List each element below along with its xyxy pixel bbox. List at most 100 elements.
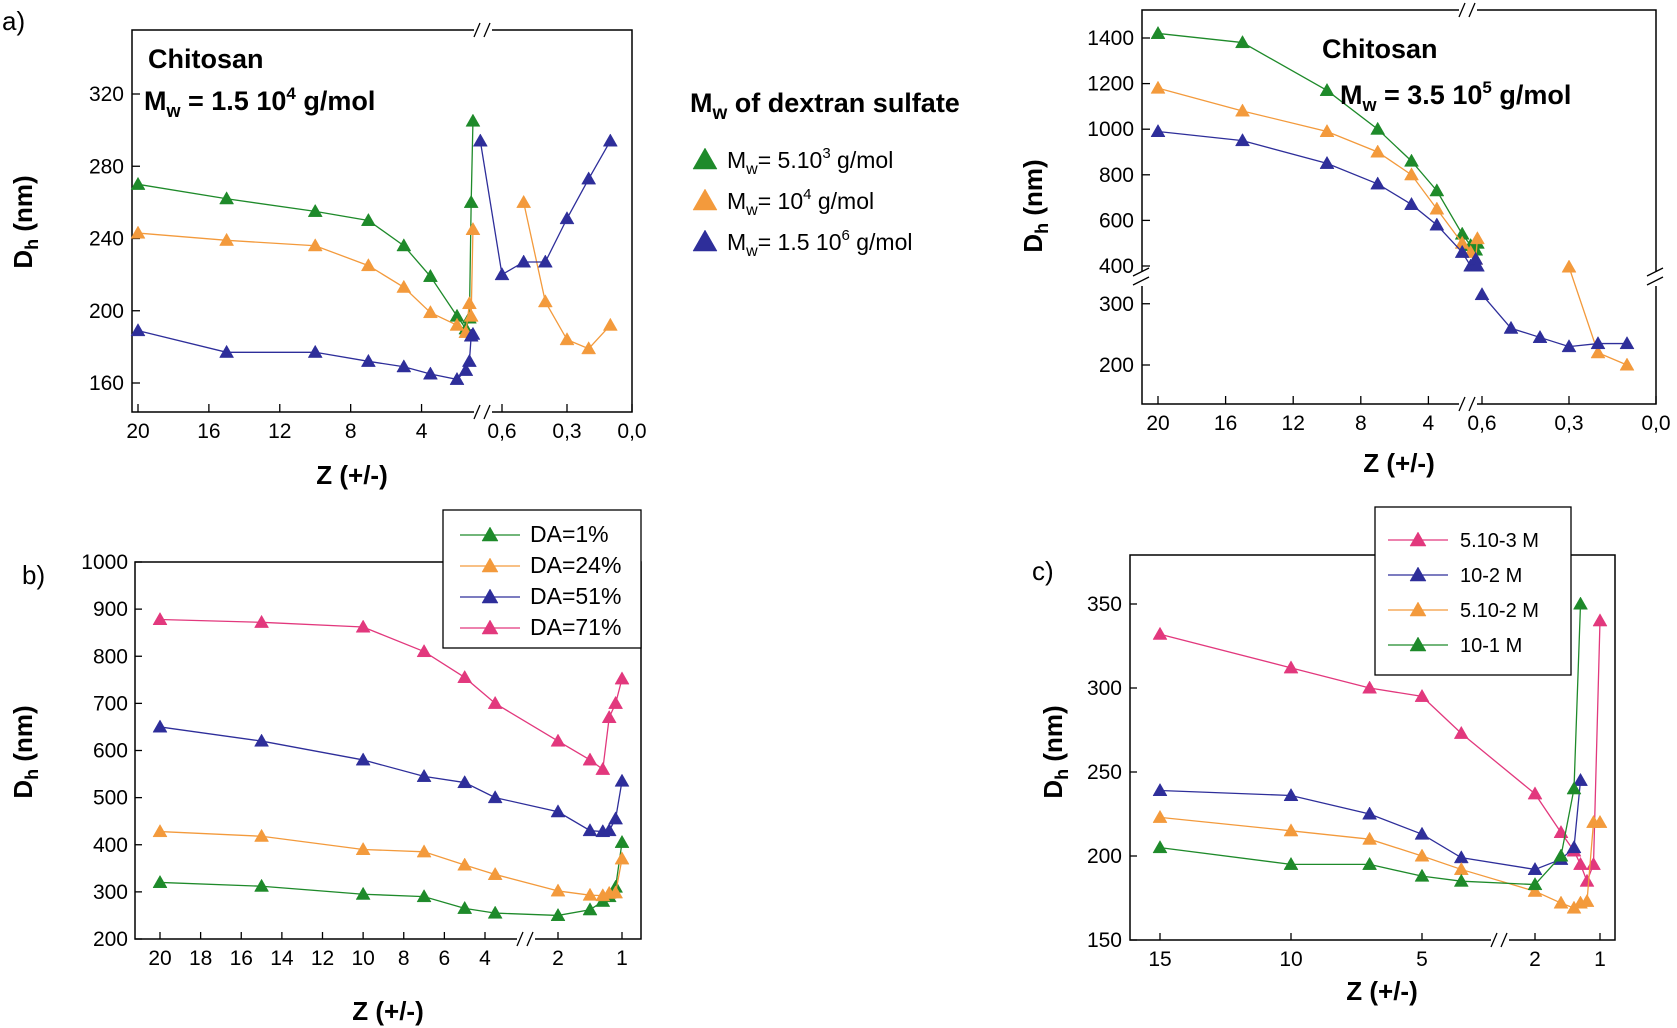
y-tick-label-a1: 160 [89,372,124,395]
data-point-a2 [1404,196,1419,210]
data-point-c [1566,840,1582,854]
data-point-c [1527,786,1543,800]
legend-a-text: g/mol [811,188,874,214]
data-point-c [1453,873,1469,887]
legend-a-text: 3 [822,145,830,162]
data-point-a1 [360,212,376,226]
y-axis-title-a2: Dh (nm) [1018,159,1052,252]
axis-break-a2-top-slash-1 [1458,2,1466,18]
data-point-b [457,900,473,914]
panel-label-b: b) [22,560,45,590]
axis-break-a2-left-slash [1132,267,1150,277]
data-point-b [550,804,566,818]
y-tick-label-c: 300 [1087,677,1122,700]
data-point-c [1283,788,1299,802]
data-point-b [487,695,503,709]
data-point-b [254,614,269,628]
data-point-a1 [307,344,323,358]
data-point-c [1362,680,1378,694]
series-line-a2-right-2 [1481,294,1627,348]
legend-a-text: = 10 [758,188,803,214]
data-point-b [614,671,630,685]
data-point-c [1283,823,1299,837]
data-point-b [608,885,624,899]
axis-break-a2-left-slash [1132,276,1150,286]
legend-box-b [442,509,642,649]
y-tick-label-b: 800 [93,645,128,668]
series-line-a2-1 [1157,87,1479,261]
annotation-chitosan-a1: Chitosan [148,44,264,74]
marks-c [1152,596,1608,914]
annotation-mw-a1: Mw = 1.5 104 g/mol [144,84,375,121]
data-point-a2 [1429,183,1445,197]
data-point-b [550,733,566,747]
x-tick-label-b: 4 [479,947,491,970]
legend-title: Mw of dextran sulfate [690,88,960,124]
data-point-b [582,887,598,901]
legend-c: 5.10-3 M 10-2 M 5.10-2 M 10-1 M [1374,506,1572,676]
legend-c-marker-1 [1409,566,1427,582]
x-tick-label-b: 18 [189,947,212,970]
data-point-c [1579,893,1595,907]
data-point-c [1573,856,1588,870]
y-tick-label-b: 900 [93,598,128,621]
legend-a-text: g/mol [831,147,894,173]
data-point-b [608,811,624,825]
data-point-a2 [1429,217,1445,231]
data-point-b [487,790,503,804]
data-point-c [1283,660,1299,674]
data-point-a2 [1469,258,1485,272]
legend-a-text: M [727,229,746,255]
data-point-b [608,695,624,709]
data-point-b [582,823,598,837]
y-tick-label-b: 200 [93,928,128,951]
x-tick-label-c: 15 [1148,948,1171,971]
legend-b-marker-0 [481,526,499,542]
data-point-a2 [1235,103,1250,117]
data-point-b [582,752,598,766]
legend-a-label-1: Mw= 104 g/mol [727,186,874,219]
data-point-a1 [396,359,412,373]
axis-break-a1-bottom-slash-2 [483,404,491,420]
data-point-a2 [1532,329,1548,343]
legend-a-marker-1 [692,188,718,211]
axes-a2: 400 600 800 1000 1200 1400 200 300 20 16 12 8 4 0,6 0,… [1087,2,1671,435]
legend-c-label-0: 5.10-3 M [1460,530,1539,552]
y-tick-label-a2: 1400 [1087,27,1134,50]
data-point-b [457,775,473,789]
data-point-b [457,669,473,683]
x-tick-label-a2: 0,6 [1467,412,1496,435]
data-point-c [1586,856,1601,870]
data-point-a2 [1590,345,1606,359]
panel-label-c: c) [1032,556,1054,586]
legend-a-text: = 5.10 [758,147,823,173]
data-point-a2 [1150,80,1166,94]
data-point-c [1362,806,1378,820]
data-point-b [416,889,432,903]
data-point-b [457,857,473,871]
data-point-c [1579,873,1595,887]
y-tick-label-a1: 240 [89,228,124,251]
data-point-a1 [422,305,438,319]
x-axis-title-a2: Z (+/-) [1363,448,1435,478]
axis-break-a2-top-slash-2 [1468,2,1476,18]
data-point-b [601,823,617,837]
data-point-a2 [1319,155,1335,169]
data-point-a1 [130,323,146,337]
data-point-a1 [559,332,575,346]
data-point-a1 [449,317,465,331]
data-point-a2 [1150,123,1166,137]
axis-break-a1-top-slash-1 [473,22,481,38]
data-point-a1 [307,203,323,217]
y-tick-label-a2: 200 [1099,354,1134,377]
data-point-b [152,874,168,888]
x-axis-title-b: Z (+/-) [352,996,424,1026]
x-tick-label-a1: 12 [268,420,291,443]
x-tick-label-c: 5 [1416,948,1428,971]
plot-frame-a1 [131,29,633,413]
data-point-b [487,866,503,880]
x-tick-label-a2: 0,0 [1641,412,1670,435]
series-line-b-1 [159,830,623,897]
data-point-b [550,883,566,897]
y-tick-label-a2: 300 [1099,293,1134,316]
